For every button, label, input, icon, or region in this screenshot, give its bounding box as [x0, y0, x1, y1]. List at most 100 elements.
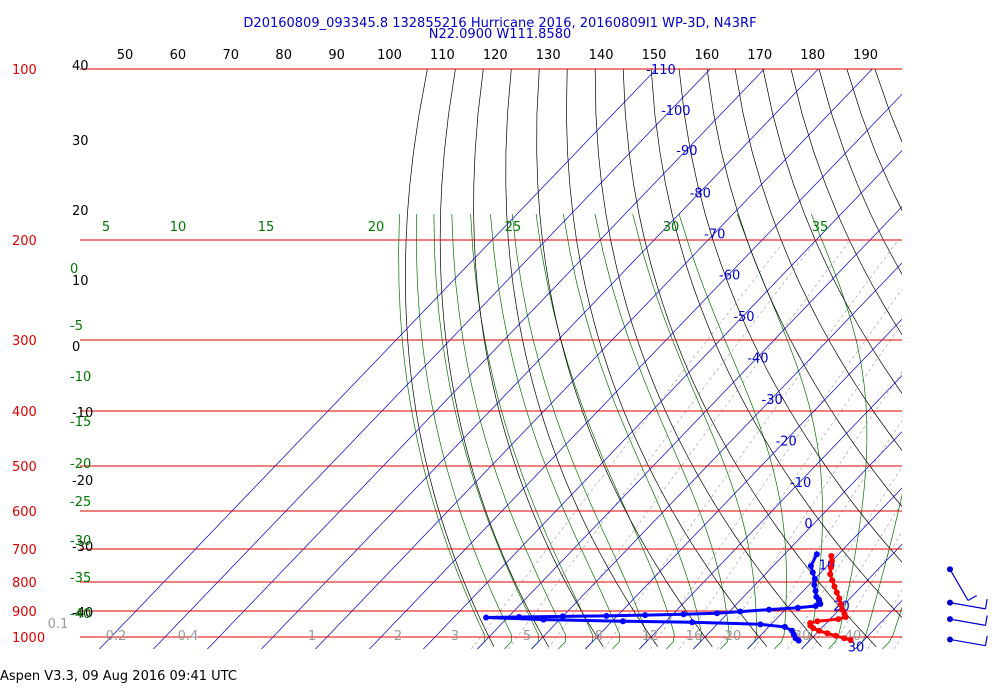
dewpoint-point	[794, 604, 801, 611]
temperature-point	[829, 577, 836, 584]
moist-adiabat-line	[451, 213, 566, 650]
moist-adiabat-line	[511, 213, 648, 650]
dewpoint-point	[766, 606, 773, 613]
isobar-label: 200	[12, 234, 37, 249]
dewpoint-point	[813, 551, 820, 558]
dewpoint-point	[781, 623, 788, 630]
chart-title-line-2: N22.0900 W111.8580	[428, 27, 572, 42]
isotherm-line	[477, 206, 902, 650]
isotherm-line	[531, 262, 902, 650]
top-scale-label: 130	[536, 48, 561, 63]
moist-adiabat-line	[909, 214, 1000, 649]
mixing-ratio-label: 5	[523, 629, 531, 644]
isotherm-label: -20	[776, 435, 797, 450]
wind-barb	[947, 566, 977, 601]
dry-adiabat-line	[706, 69, 902, 508]
isotherm-label: -30	[762, 393, 783, 408]
dry-adiabat-line	[594, 69, 822, 647]
dry-adiabat-label: 0	[72, 340, 80, 355]
dewpoint-trace-line	[486, 553, 823, 642]
dry-adiabat-line	[734, 69, 902, 451]
moist-adiabat-label: -35	[70, 571, 91, 586]
moist-adiabat-label: 0	[70, 262, 78, 277]
isotherm-line	[99, 69, 657, 650]
mixing-ratio-lines	[471, 239, 902, 650]
temperature-point	[847, 636, 854, 643]
moist-adiabat-label: -40	[70, 607, 91, 622]
mixing-ratio-line	[893, 634, 902, 650]
moist-adiabat-label: -15	[70, 415, 91, 430]
isotherm-line	[585, 318, 902, 650]
dewpoint-point	[812, 603, 819, 610]
isotherm-line	[639, 374, 902, 650]
moist-adiabat-line	[594, 213, 730, 650]
mixing-ratio-label: 2	[394, 629, 402, 644]
isobar-label: 300	[12, 334, 37, 349]
isotherm-label: 30	[848, 641, 865, 656]
wind-barbs	[947, 566, 988, 647]
moist-adiabats	[398, 213, 1000, 650]
dewpoint-point	[680, 611, 687, 618]
moist-adiabat-line	[810, 213, 868, 650]
moist-adiabat-line	[470, 213, 593, 650]
wind-barb	[947, 635, 988, 647]
moist-adiabat-label: 30	[663, 220, 680, 235]
isotherm-label: -60	[719, 268, 740, 283]
moist-adiabat-label: -20	[70, 457, 91, 472]
dewpoint-point	[817, 601, 824, 608]
moist-adiabat-label: 35	[812, 220, 829, 235]
dry-adiabat-line	[505, 69, 658, 647]
isobar-label: 600	[12, 505, 37, 520]
dry-adiabat-label: 40	[72, 59, 89, 74]
top-scale-label: 180	[800, 48, 825, 63]
isobar-label: 400	[12, 405, 37, 420]
temperature-point	[828, 552, 835, 559]
dry-adiabat-line	[536, 69, 713, 647]
top-scale-label: 70	[223, 48, 240, 63]
moist-adiabat-line	[736, 213, 823, 650]
mixing-ratio-line	[547, 239, 851, 650]
top-scale-label: 50	[117, 48, 134, 63]
dry-adiabat-line	[405, 69, 495, 647]
dewpoint-point	[483, 614, 490, 621]
dry-adiabat-line	[874, 69, 902, 143]
isotherm-line	[261, 69, 819, 650]
wind-barb-staff	[949, 638, 986, 647]
isotherm-label: -50	[733, 310, 754, 325]
isotherm-label: 0	[804, 517, 812, 532]
dry-adiabat-label: 10	[72, 274, 89, 289]
dewpoint-point	[811, 582, 818, 589]
temperature-point	[831, 583, 838, 590]
isotherm-line	[315, 69, 873, 650]
dewpoint-point	[737, 608, 744, 615]
isobar-label: 500	[12, 460, 37, 475]
mixing-ratio-label: 8	[595, 629, 603, 644]
temperature-point	[838, 606, 845, 613]
isotherm-line	[855, 600, 902, 650]
moist-adiabat-line	[678, 213, 787, 650]
temperature-point	[814, 618, 821, 625]
dewpoint-point	[809, 569, 816, 576]
moist-adiabat-line	[416, 213, 512, 650]
mixing-ratio-line	[603, 239, 899, 650]
moist-adiabat-line	[882, 606, 902, 650]
isotherm-label: -10	[790, 476, 811, 491]
temperature-point	[824, 630, 831, 637]
moist-adiabat-label: 15	[258, 220, 275, 235]
isotherm-label: -90	[676, 144, 697, 159]
temperature-point	[832, 632, 839, 639]
dry-adiabat-line	[790, 69, 902, 336]
top-scale-label: 170	[747, 48, 772, 63]
top-scale-label: 190	[853, 48, 878, 63]
mixing-ratio-label: 0.2	[106, 629, 127, 644]
chart-title-line-1: D20160809_093345.8 132855216 Hurricane 2…	[243, 16, 757, 31]
isotherm-label: -110	[646, 63, 676, 78]
moist-adiabat-label: -10	[70, 370, 91, 385]
mixing-ratio-line	[787, 466, 902, 650]
wind-barb-flag	[984, 598, 988, 610]
dewpoint-point	[603, 612, 610, 619]
dry-adiabat-label: -30	[72, 540, 93, 555]
dry-adiabat-line	[987, 69, 1000, 647]
moist-adiabat-line	[535, 213, 675, 650]
